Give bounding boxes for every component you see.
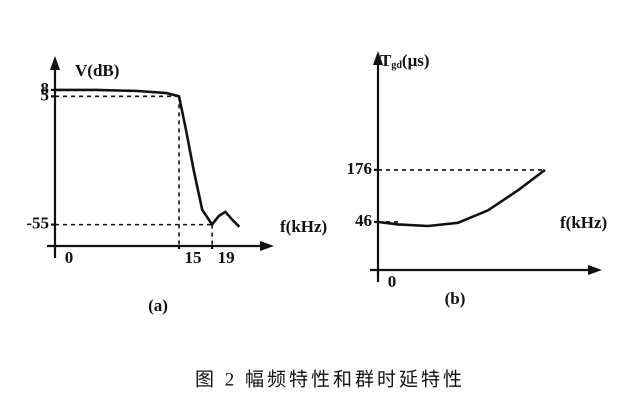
x-arrow bbox=[260, 241, 274, 251]
x-tick-label: 0 bbox=[388, 272, 397, 291]
y-axis-title-main: T bbox=[380, 51, 392, 70]
y-arrow bbox=[50, 56, 60, 70]
y-tick-label: 8 bbox=[41, 79, 50, 98]
x-tick-label: 19 bbox=[218, 248, 235, 267]
y-tick-label: 46 bbox=[355, 211, 372, 230]
y-axis-title-sub: gd bbox=[391, 60, 402, 71]
y-tick-label: -55 bbox=[26, 214, 49, 233]
y-arrow bbox=[373, 51, 383, 65]
x-arrow bbox=[588, 265, 602, 275]
x-tick-label: 0 bbox=[65, 248, 74, 267]
x-axis-title: f(kHz) bbox=[560, 213, 607, 232]
x-tick-label: 15 bbox=[185, 248, 202, 267]
curve bbox=[55, 88, 241, 228]
figure-caption: 图 2 幅频特性和群时延特性 bbox=[195, 368, 465, 390]
chart-caption: (a) bbox=[148, 296, 168, 315]
x-axis-title: f(kHz) bbox=[280, 217, 327, 236]
y-axis-title: Tgd(μs) bbox=[380, 51, 429, 71]
curve bbox=[377, 168, 546, 228]
y-axis-title-unit: (μs) bbox=[402, 51, 430, 70]
y-axis-title: V(dB) bbox=[75, 61, 119, 80]
y-tick-label: 176 bbox=[347, 159, 373, 178]
y-tick-label: 5 bbox=[41, 85, 50, 104]
chart-caption: (b) bbox=[445, 289, 466, 308]
